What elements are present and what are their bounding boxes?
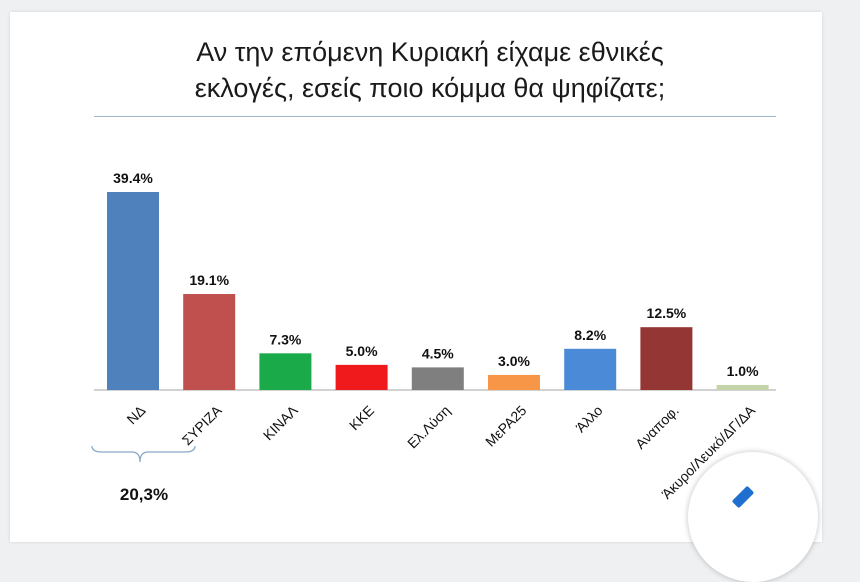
bar <box>183 294 236 390</box>
bracket-sum-label: 20,3% <box>119 485 169 504</box>
data-label: 3.0% <box>498 353 530 369</box>
data-label: 8.2% <box>574 327 606 343</box>
data-label: 5.0% <box>346 343 378 359</box>
chart-title-line-1: Αν την επόμενη Κυριακή είχαμε εθνικές <box>196 37 664 67</box>
bar <box>640 327 693 390</box>
grouping-bracket <box>91 445 196 463</box>
category-tick-label: ΣΥΡΙΖΑ <box>179 402 226 449</box>
category-tick-label: ΝΔ <box>123 402 148 427</box>
data-label: 39.4% <box>113 170 153 186</box>
data-label: 1.0% <box>727 363 759 379</box>
bar <box>335 364 388 390</box>
data-label: 19.1% <box>189 272 229 288</box>
data-label: 12.5% <box>647 305 687 321</box>
category-tick-label: Αναποφ. <box>632 402 682 452</box>
category-tick-label: Ελ.Λύση <box>404 402 453 451</box>
bar <box>716 384 769 390</box>
category-tick-label: Άλλο <box>573 402 606 435</box>
data-label: 7.3% <box>269 331 301 347</box>
data-label: 4.5% <box>422 345 454 361</box>
edit-fab-button[interactable] <box>688 452 818 582</box>
bar <box>411 367 464 390</box>
bar <box>107 192 159 390</box>
bar-chart: 39.4% ΝΔ 19.1% ΣΥΡΙΖΑ 7.3% ΚΙΝΑΛ 5.0% ΚΚΕ 4.5% Ελ… <box>91 170 776 502</box>
chart-title: Αν την επόμενη Κυριακή είχαμε εθνικές εκ… <box>0 34 860 106</box>
chart-title-line-2: εκλογές, εσείς ποιο κόμμα θα ψηφίζατε; <box>194 73 666 103</box>
pencil-icon <box>731 485 755 509</box>
bar <box>564 348 617 390</box>
category-tick-label: ΜεΡΑ25 <box>482 402 530 450</box>
bar <box>259 353 312 390</box>
title-divider <box>94 116 776 117</box>
bar <box>488 374 540 390</box>
category-tick-label: ΚΙΝΑΛ <box>260 402 301 443</box>
category-tick-label: ΚΚΕ <box>346 402 377 433</box>
